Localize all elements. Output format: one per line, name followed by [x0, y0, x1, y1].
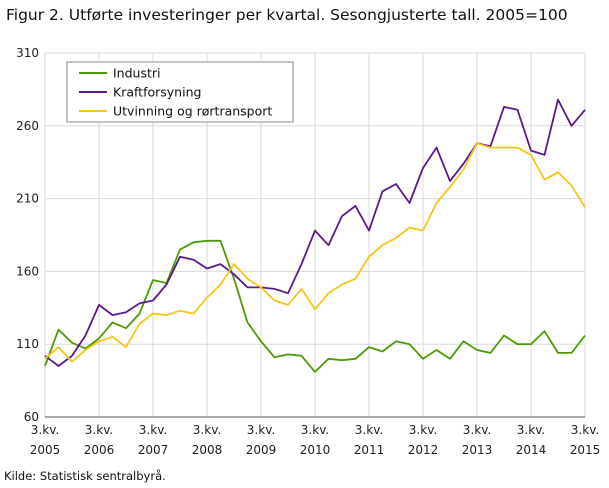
- grid-lines: [44, 52, 586, 418]
- legend-label: Kraftforsyning: [113, 85, 201, 100]
- y-tick-label: 260: [16, 119, 39, 133]
- legend-item: Industri: [79, 66, 161, 81]
- series-line-kraftforsyning: [44, 98, 586, 367]
- y-tick-label: 160: [16, 264, 39, 278]
- x-tick-year: 2007: [138, 443, 169, 457]
- x-tick-label: 3.kv. 2011: [354, 423, 385, 457]
- x-tick-year: 2015: [570, 443, 601, 457]
- x-tick-label: 3.kv. 2009: [246, 423, 277, 457]
- y-tick-label: 310: [16, 46, 39, 60]
- x-axis-ticks: 3.kv.20053.kv.20063.kv.20073.kv.20083.kv…: [30, 423, 601, 457]
- x-tick-year: 2005: [30, 443, 61, 457]
- x-tick-year: 2013: [462, 443, 493, 457]
- x-tick-quarter: 3.kv.: [139, 423, 167, 437]
- x-tick-year: 2008: [192, 443, 223, 457]
- y-tick-label: 60: [24, 410, 39, 424]
- legend-label: Industri: [113, 66, 161, 81]
- x-tick-label: 3.kv. 2012: [408, 423, 439, 457]
- legend-item: Kraftforsyning: [79, 85, 201, 100]
- x-tick-quarter: 3.kv.: [247, 423, 275, 437]
- x-tick-year: 2012: [408, 443, 439, 457]
- x-tick-quarter: 3.kv.: [463, 423, 491, 437]
- x-tick-quarter: 3.kv.: [571, 423, 599, 437]
- series-lines: [44, 98, 586, 373]
- x-tick-year: 2014: [516, 443, 547, 457]
- x-tick-label: 3.kv. 2015: [570, 423, 601, 457]
- x-tick-label: 3.kv. 2010: [300, 423, 331, 457]
- x-tick-label: 3.kv. 2014: [516, 423, 547, 457]
- legend-item: Utvinning og rørtransport: [79, 104, 272, 119]
- x-tick-quarter: 3.kv.: [517, 423, 545, 437]
- x-tick-year: 2011: [354, 443, 385, 457]
- x-tick-quarter: 3.kv.: [355, 423, 383, 437]
- x-tick-label: 3.kv. 2005: [30, 423, 61, 457]
- x-tick-quarter: 3.kv.: [193, 423, 221, 437]
- y-tick-label: 110: [16, 337, 39, 351]
- x-tick-label: 3.kv. 2008: [192, 423, 223, 457]
- y-tick-label: 210: [16, 192, 39, 206]
- chart-title: Figur 2. Utførte investeringer per kvart…: [6, 6, 568, 24]
- x-tick-quarter: 3.kv.: [31, 423, 59, 437]
- x-tick-label: 3.kv. 2007: [138, 423, 169, 457]
- x-tick-quarter: 3.kv.: [409, 423, 437, 437]
- x-tick-year: 2010: [300, 443, 331, 457]
- x-tick-label: 3.kv. 2013: [462, 423, 493, 457]
- x-tick-year: 2006: [84, 443, 115, 457]
- y-axis-ticks: 60 110 160 210 260 310: [16, 46, 39, 424]
- legend: Industri Kraftforsyning Utvinning og rørtr…: [66, 61, 294, 123]
- x-tick-quarter: 3.kv.: [85, 423, 113, 437]
- x-tick-label: 3.kv. 2006: [84, 423, 115, 457]
- x-tick-quarter: 3.kv.: [301, 423, 329, 437]
- source-note: Kilde: Statistisk sentralbyrå.: [4, 469, 166, 483]
- series-line-utvinning-og-r-rtransport: [44, 142, 586, 363]
- x-tick-year: 2009: [246, 443, 277, 457]
- legend-label: Utvinning og rørtransport: [113, 104, 272, 119]
- series-line-industri: [44, 239, 586, 373]
